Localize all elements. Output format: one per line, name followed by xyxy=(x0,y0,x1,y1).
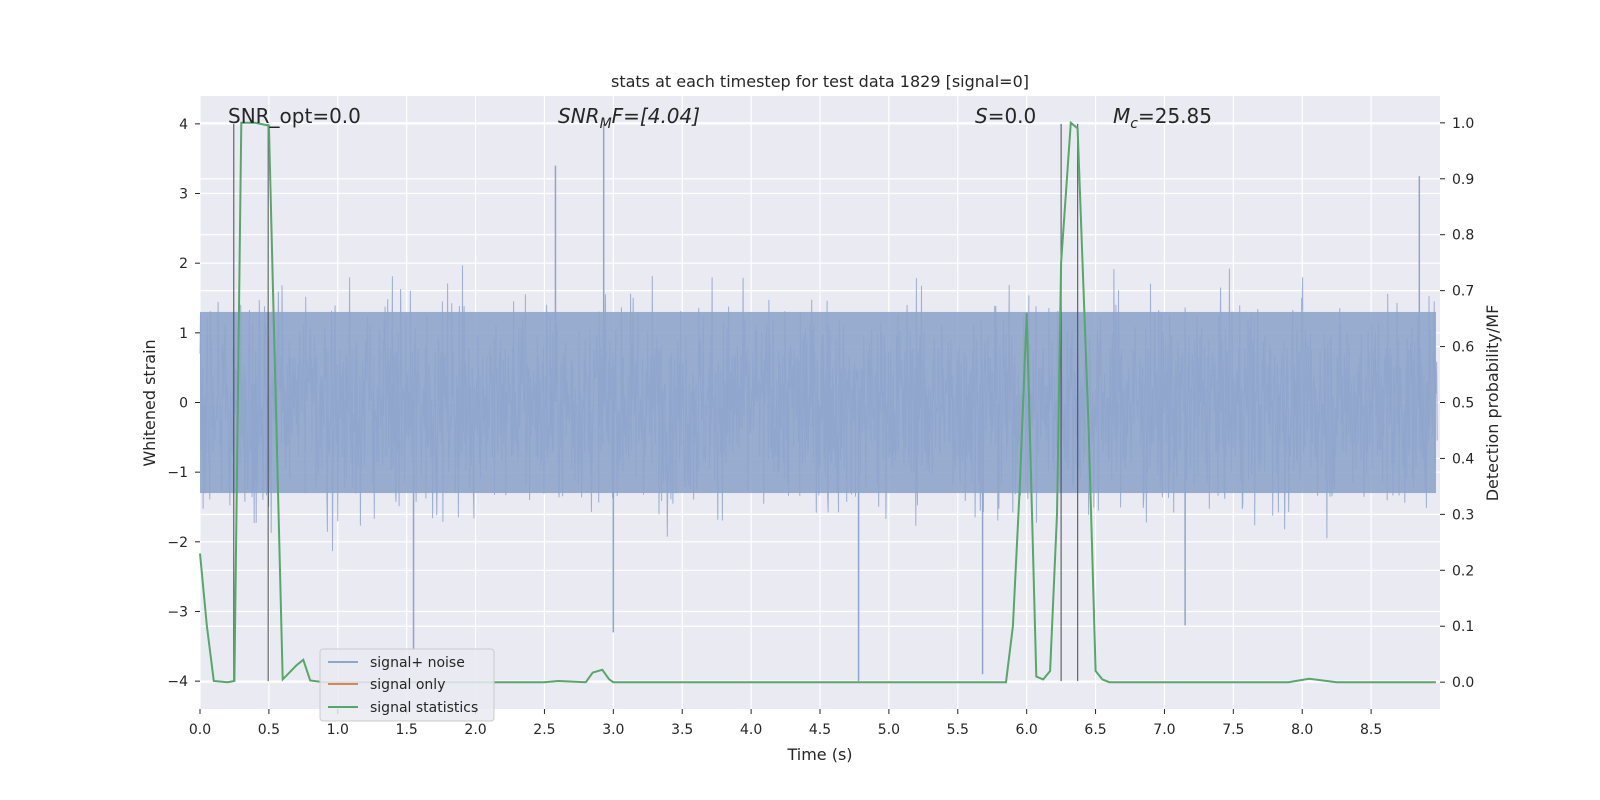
x-tick-label-11: 5.5 xyxy=(947,722,969,738)
legend-box xyxy=(319,648,495,722)
signal-statistics-line xyxy=(199,120,1436,684)
y-tick-label-2: 2 xyxy=(179,256,188,272)
y2-tick-label-4: 0.6 xyxy=(1452,340,1474,356)
x-tick-label-17: 8.5 xyxy=(1360,722,1382,738)
x-tick-label-16: 8.0 xyxy=(1291,722,1313,738)
annotation-s-rest: =0.0 xyxy=(988,104,1037,128)
signal-statistics-series xyxy=(199,120,1436,684)
annotation-s-prefix: S xyxy=(975,104,988,128)
annotation-mc-rest: =25.85 xyxy=(1138,104,1212,128)
x-tick-label-8: 4.0 xyxy=(740,722,762,738)
legend-label-signal-statistics: signal statistics xyxy=(370,700,478,716)
y2-tick-label-8: 0.2 xyxy=(1452,563,1474,579)
x-tick-label-10: 5.0 xyxy=(878,722,900,738)
y2-tick-label-1: 0.9 xyxy=(1452,172,1474,188)
y-tick-label-7: −3 xyxy=(167,604,188,620)
y-tick-label-0: 4 xyxy=(179,117,188,133)
y-tick-label-1: 3 xyxy=(179,187,188,203)
annotation-mc-prefix: M xyxy=(1113,104,1130,128)
legend-label-signal-only: signal only xyxy=(370,677,445,693)
x-tick-label-14: 7.0 xyxy=(1153,722,1175,738)
x-tick-label-15: 7.5 xyxy=(1222,722,1244,738)
x-tick-label-12: 6.0 xyxy=(1016,722,1038,738)
x-tick-label-0: 0.0 xyxy=(189,722,211,738)
y2-tick-label-10: 0.0 xyxy=(1452,675,1474,691)
y-tick-label-3: 1 xyxy=(179,326,188,342)
y2-axis-ticks: 1.0 0.9 0.8 0.7 0.6 0.5 0.4 0.3 0.2 0.1 0.0 xyxy=(1440,116,1474,691)
legend: signal+ noise signal only signal statist… xyxy=(319,648,495,722)
annotation-snr-mf-prefix: SNR xyxy=(558,104,600,128)
y2-tick-label-6: 0.4 xyxy=(1452,451,1474,467)
chart-title: stats at each timestep for test data 182… xyxy=(611,72,1029,91)
annotation-s: S=0.0 xyxy=(975,104,1036,128)
legend-label-signal-noise: signal+ noise xyxy=(370,655,465,671)
x-tick-label-5: 2.5 xyxy=(533,722,555,738)
x-tick-label-3: 1.5 xyxy=(396,722,418,738)
x-tick-label-1: 0.5 xyxy=(258,722,280,738)
annotation-mc-sub: c xyxy=(1130,116,1138,132)
y-tick-label-5: −1 xyxy=(167,465,188,481)
annotation-snr-mf-sub: M xyxy=(600,116,612,132)
noise-trace xyxy=(199,265,1438,552)
y-tick-label-4: 0 xyxy=(179,396,188,412)
x-tick-label-6: 3.0 xyxy=(602,722,624,738)
x-tick-label-7: 3.5 xyxy=(671,722,693,738)
x-axis-ticks: 0.0 0.5 1.0 1.5 2.0 2.5 3.0 3.5 4.0 4.5 5.0 5.5 6.0 6… xyxy=(189,709,1382,738)
x-tick-label-2: 1.0 xyxy=(327,722,349,738)
annotation-snr-opt: SNR_opt=0.0 xyxy=(228,104,361,128)
y-axis-ticks: 4 3 2 1 0 −1 −2 −3 −4 xyxy=(167,117,200,690)
x-tick-label-9: 4.5 xyxy=(809,722,831,738)
y2-tick-label-3: 0.7 xyxy=(1452,284,1474,300)
x-tick-label-4: 2.0 xyxy=(464,722,486,738)
y2-tick-label-9: 0.1 xyxy=(1452,619,1474,635)
y2-tick-label-2: 0.8 xyxy=(1452,228,1474,244)
vertical-markers xyxy=(233,123,1079,682)
x-axis-label: Time (s) xyxy=(786,745,852,764)
annotation-snr-mf-rest: F=[4.04] xyxy=(612,104,700,128)
y2-tick-label-0: 1.0 xyxy=(1452,116,1474,132)
y-axis-label: Whitened strain xyxy=(140,339,159,466)
noise-series xyxy=(199,123,1438,682)
y2-axis-label: Detection probability/MF xyxy=(1483,305,1502,502)
y-tick-label-8: −4 xyxy=(167,674,188,690)
y-tick-label-6: −2 xyxy=(167,535,188,551)
y2-tick-label-5: 0.5 xyxy=(1452,396,1474,412)
x-tick-label-13: 6.5 xyxy=(1084,722,1106,738)
y2-tick-label-7: 0.3 xyxy=(1452,507,1474,523)
annotation-snr-mf: SNRMF=[4.04] xyxy=(558,104,700,132)
annotation-mc: Mc=25.85 xyxy=(1113,104,1212,132)
